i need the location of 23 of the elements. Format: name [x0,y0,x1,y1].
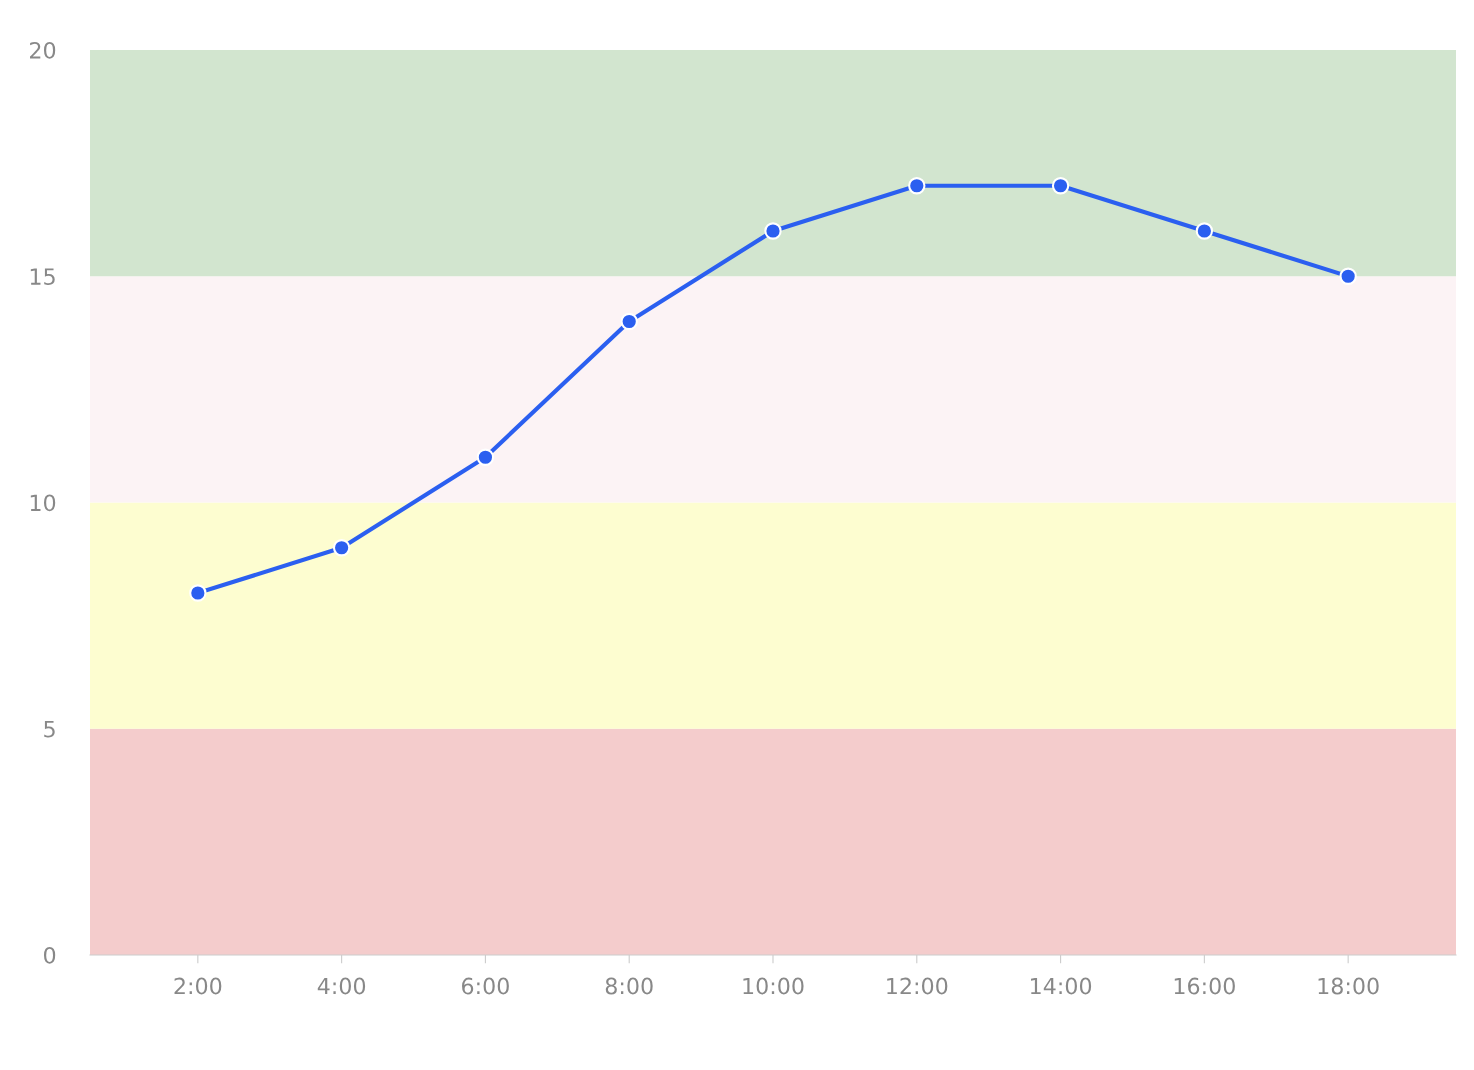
point [764,222,782,240]
x-tick-label: 12:00 [887,977,948,995]
point [620,312,638,331]
point [476,448,495,466]
point [1339,267,1357,285]
x-tick-label: 6:00 [462,977,509,995]
y-tick-label: 10 [30,494,56,512]
y-tick-label: 5 [44,720,55,738]
x-tick-label: 14:00 [1031,977,1092,995]
point [908,177,926,195]
y-tick-label: 0 [43,946,56,964]
point [332,539,351,557]
x-tick-label: 8:00 [605,977,653,995]
x-tick-label: 4:00 [317,977,366,995]
x-tick-label: 18:00 [1318,977,1379,995]
x-tick-label: 16:00 [1174,977,1235,995]
point [1195,222,1214,240]
x-tick-label: 2:00 [174,977,222,995]
y-tick-label: 15 [30,268,55,286]
y-tick-label: 20 [30,41,56,59]
point [189,584,207,602]
point [1051,177,1070,195]
x-tick-label: 10:00 [743,977,804,995]
